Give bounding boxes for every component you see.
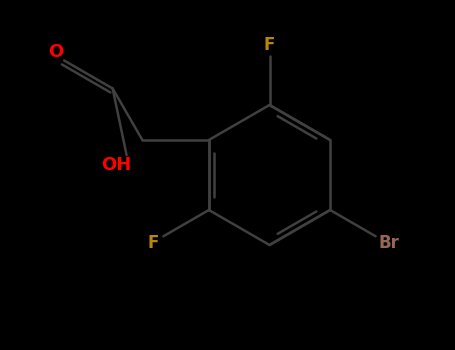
Text: OH: OH [101, 156, 131, 174]
Text: Br: Br [379, 233, 399, 252]
Text: F: F [264, 36, 275, 55]
Text: F: F [147, 234, 159, 252]
Text: O: O [48, 43, 63, 61]
